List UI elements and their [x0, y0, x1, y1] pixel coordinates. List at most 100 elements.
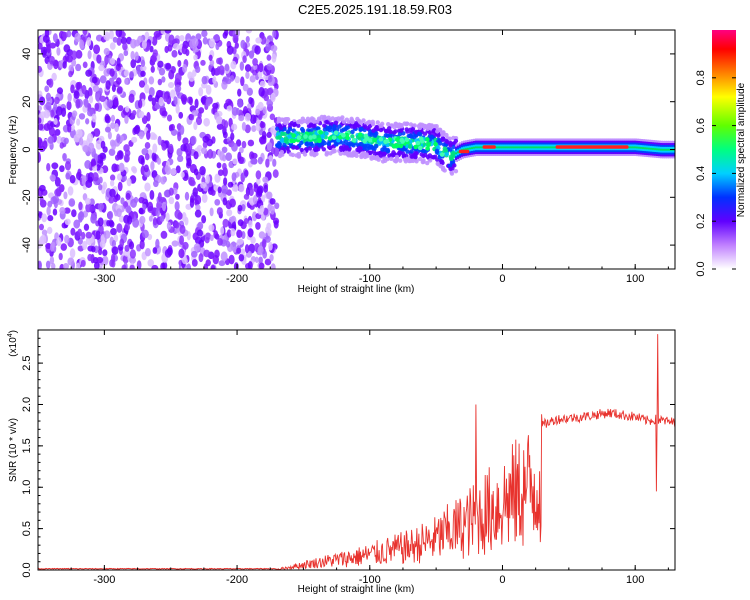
- spectrogram-cell: [502, 146, 506, 149]
- spectrogram-cell: [474, 153, 478, 156]
- spectrogram-cell: [427, 123, 433, 128]
- spectrogram-cell: [550, 153, 554, 156]
- spectrogram-cell: [540, 140, 544, 143]
- spectrogram-cell: [268, 155, 274, 162]
- spectrogram-cell: [602, 149, 606, 153]
- spectrogram-cell: [520, 148, 524, 151]
- spectrogram-cell: [168, 69, 175, 80]
- spectrogram-cell: [482, 148, 486, 151]
- spectrogram-cell: [448, 147, 453, 152]
- spectrogram-cell: [478, 153, 482, 156]
- spectrogram-cell: [664, 144, 668, 147]
- spectrogram-cell: [311, 117, 316, 122]
- spectrogram-cell: [210, 189, 216, 196]
- spectrogram-cell: [548, 140, 552, 143]
- spectrogram-cell: [546, 151, 550, 155]
- spectrogram-cell: [504, 151, 508, 155]
- spectrogram-cell: [133, 126, 140, 135]
- spectrogram-cell: [558, 151, 562, 155]
- spectrogram-cell: [42, 34, 50, 43]
- spectrogram-cell: [574, 140, 578, 143]
- spectrogram-cell: [638, 138, 642, 142]
- spectrogram-cell: [638, 150, 642, 153]
- spectrogram-cell: [626, 142, 630, 145]
- spectrogram-cell: [47, 136, 55, 144]
- spectrogram-cell: [451, 150, 456, 156]
- spectrogram-cell: [510, 148, 514, 151]
- spectrogram-cell: [71, 58, 77, 67]
- spectrogram-cell: [107, 131, 112, 140]
- spectrogram-cell: [255, 37, 262, 44]
- spectrogram-cell: [500, 153, 504, 156]
- spectrogram-cell: [564, 153, 568, 156]
- spectrogram-cell: [544, 148, 548, 151]
- spectrogram-cell: [594, 151, 598, 155]
- spectrogram-cell: [504, 148, 508, 151]
- spectrogram-cell: [258, 262, 265, 269]
- spectrogram-cell: [259, 80, 266, 88]
- spectrogram-cell: [514, 146, 518, 149]
- spectrogram-cell: [179, 34, 185, 42]
- spectrogram-cell: [307, 146, 313, 151]
- spectrogram-cell: [532, 146, 536, 149]
- spectrogram-cell: [343, 150, 348, 156]
- spectrogram-cell: [508, 142, 512, 145]
- spectrogram-cell: [54, 128, 61, 136]
- spectrogram-cell: [174, 221, 180, 229]
- spectrogram-cell: [604, 149, 608, 153]
- spectrogram-cell: [333, 120, 339, 126]
- spectrogram-cell: [273, 146, 280, 157]
- spectrogram-cell: [636, 152, 640, 155]
- spectrogram-cell: [455, 157, 459, 161]
- spectrogram-cell: [46, 43, 51, 54]
- spectrogram-cell: [500, 149, 504, 153]
- spectrogram-cell: [194, 209, 202, 218]
- spectrogram-cell: [624, 142, 628, 145]
- spectrogram-cell: [626, 138, 630, 141]
- spectrogram-cell: [139, 215, 146, 225]
- spectrogram-cell: [546, 148, 550, 151]
- spectrogram-cell: [506, 149, 510, 153]
- spectrogram-cell: [596, 138, 600, 141]
- spectrogram-cell: [67, 123, 72, 133]
- spectrogram-cell: [417, 156, 423, 162]
- spectrogram-cell: [546, 153, 550, 156]
- spectrogram-cell: [492, 138, 496, 141]
- spectrogram-cell: [538, 153, 542, 156]
- spectrogram-cell: [636, 144, 640, 147]
- spectrogram-cell: [192, 69, 197, 77]
- spectrogram-cell: [46, 226, 53, 235]
- spectrogram-cell: [538, 140, 542, 143]
- spectrogram-cell: [566, 142, 570, 145]
- spectrogram-cell: [65, 172, 71, 180]
- spectrogram-cell: [604, 148, 608, 151]
- spectrogram-cell: [257, 70, 263, 78]
- spectrogram-cell: [486, 138, 490, 141]
- spectrogram-cell: [498, 151, 502, 155]
- spectrogram-cell: [434, 148, 440, 154]
- spectrogram-cell: [67, 186, 74, 196]
- spectrogram-cell: [39, 111, 47, 119]
- spectrogram-cell: [39, 195, 44, 204]
- spectrogram-cell: [193, 151, 199, 160]
- spectrogram-cell: [536, 140, 540, 143]
- spectrogram-cell: [94, 103, 99, 112]
- spectrogram-cell: [512, 144, 516, 147]
- spectrogram-cell: [640, 142, 644, 146]
- spectrogram-cell: [646, 143, 650, 146]
- spectrogram-cell: [140, 59, 146, 68]
- spectrogram-cell: [654, 142, 658, 145]
- spectrogram-cell: [337, 124, 342, 129]
- spectrogram-cell: [441, 142, 447, 147]
- spectrogram-cell: [476, 151, 480, 155]
- spectrogram-cell: [662, 156, 666, 159]
- spectrogram-cell: [219, 150, 225, 161]
- spectrogram-cell: [548, 138, 552, 141]
- spectrogram-cell: [466, 147, 470, 150]
- spectrogram-cell: [556, 148, 560, 151]
- spectrogram-cell: [466, 139, 470, 143]
- spectrogram-cell: [75, 98, 81, 109]
- spectrogram-cell: [608, 142, 612, 145]
- spectrogram-cell: [84, 160, 92, 169]
- spectrogram-cell: [315, 126, 320, 131]
